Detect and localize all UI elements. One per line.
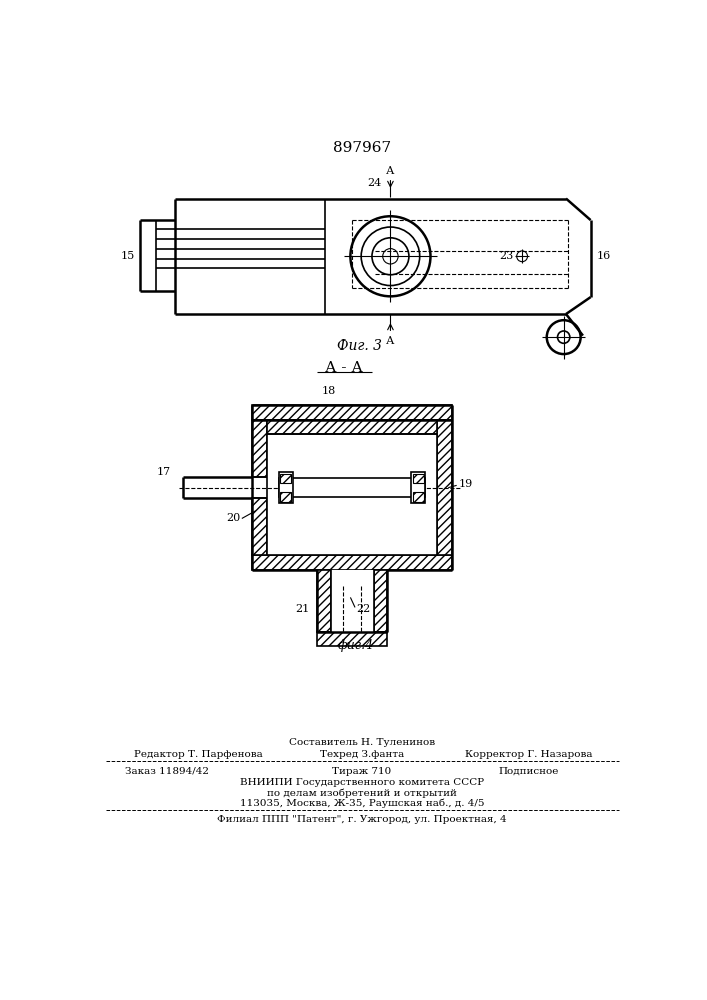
Text: фиг.4: фиг.4 (338, 639, 374, 652)
Text: Редактор Т. Парфенова: Редактор Т. Парфенова (134, 750, 262, 759)
Text: 21: 21 (296, 604, 310, 614)
Bar (267, 420, 437, 434)
Text: Техред З.фанта: Техред З.фанта (320, 750, 404, 759)
Text: Фиг. 3: Фиг. 3 (337, 339, 382, 353)
Text: Тираж 710: Тираж 710 (332, 767, 392, 776)
Bar (317, 570, 331, 632)
Text: ВНИИПИ Государственного комитета СССР: ВНИИПИ Государственного комитета СССР (240, 778, 484, 787)
Bar (281, 492, 291, 502)
Bar (252, 405, 452, 420)
Bar (437, 420, 452, 555)
Text: 18: 18 (322, 386, 336, 396)
Text: 22: 22 (356, 604, 370, 614)
Text: 24: 24 (367, 178, 381, 188)
Text: 17: 17 (156, 467, 170, 477)
Bar (252, 498, 267, 555)
Text: А: А (386, 166, 395, 176)
Text: 20: 20 (226, 513, 240, 523)
Bar (252, 555, 452, 570)
Bar (413, 492, 423, 502)
Bar (281, 474, 291, 483)
Text: 113035, Москва, Ж-35, Раушская наб., д. 4/5: 113035, Москва, Ж-35, Раушская наб., д. … (240, 798, 484, 808)
Text: Филиал ППП "Патент", г. Ужгород, ул. Проектная, 4: Филиал ППП "Патент", г. Ужгород, ул. Про… (217, 815, 507, 824)
Text: Корректор Г. Назарова: Корректор Г. Назарова (465, 750, 592, 759)
Text: 16: 16 (597, 251, 611, 261)
Bar (279, 478, 425, 497)
Bar (317, 632, 387, 646)
Bar (411, 472, 425, 503)
Text: 19: 19 (458, 479, 472, 489)
Text: Составитель Н. Туленинов: Составитель Н. Туленинов (289, 738, 435, 747)
Text: А - А: А - А (325, 361, 363, 375)
Text: 15: 15 (121, 251, 135, 261)
Text: 897967: 897967 (333, 141, 391, 155)
Bar (373, 570, 387, 632)
Bar (413, 474, 423, 483)
Bar (279, 472, 293, 503)
Bar (331, 570, 373, 632)
Text: по делам изобретений и открытий: по делам изобретений и открытий (267, 788, 457, 798)
Text: Заказ 11894/42: Заказ 11894/42 (125, 767, 209, 776)
Text: Подписное: Подписное (499, 767, 559, 776)
Text: А: А (386, 336, 395, 346)
Text: 23: 23 (499, 251, 514, 261)
Bar (267, 420, 437, 555)
Bar (252, 420, 267, 477)
